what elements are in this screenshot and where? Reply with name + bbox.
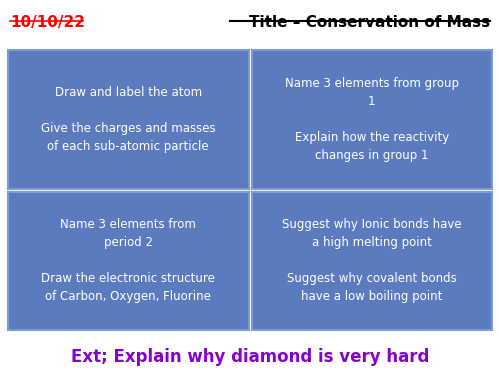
Text: Ext; Explain why diamond is very hard: Ext; Explain why diamond is very hard xyxy=(71,348,429,366)
FancyBboxPatch shape xyxy=(8,50,248,189)
FancyBboxPatch shape xyxy=(252,192,492,330)
Text: Draw and label the atom

Give the charges and masses
of each sub-atomic particle: Draw and label the atom Give the charges… xyxy=(41,86,216,153)
Text: Name 3 elements from group
1

Explain how the reactivity
changes in group 1: Name 3 elements from group 1 Explain how… xyxy=(285,77,459,162)
FancyBboxPatch shape xyxy=(8,192,248,330)
Text: 10/10/22: 10/10/22 xyxy=(10,15,85,30)
Text: Title – Conservation of Mass: Title – Conservation of Mass xyxy=(249,15,490,30)
Text: Suggest why Ionic bonds have
a high melting point

Suggest why covalent bonds
ha: Suggest why Ionic bonds have a high melt… xyxy=(282,218,462,303)
FancyBboxPatch shape xyxy=(252,50,492,189)
Text: Name 3 elements from
period 2

Draw the electronic structure
of Carbon, Oxygen, : Name 3 elements from period 2 Draw the e… xyxy=(42,218,215,303)
